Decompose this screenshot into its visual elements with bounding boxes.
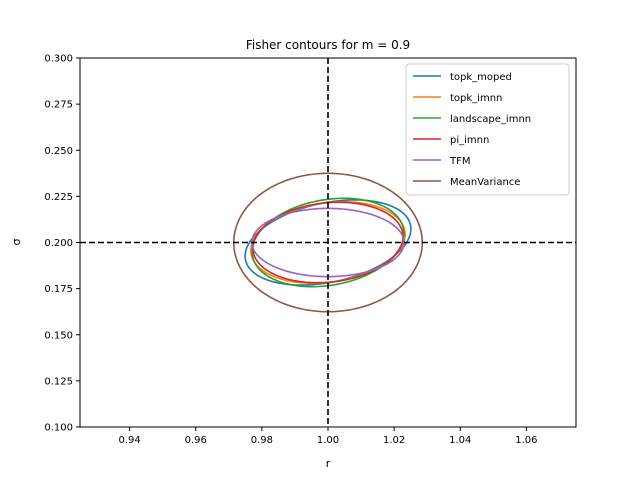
y-tick-label: 0.125	[44, 376, 73, 387]
x-tick-label: 0.96	[185, 435, 207, 446]
x-axis-label: r	[326, 457, 331, 470]
x-tick-label: 1.06	[515, 435, 537, 446]
legend-label-topk_imnn: topk_imnn	[450, 93, 502, 104]
legend-label-topk_moped: topk_moped	[450, 72, 512, 83]
legend-label-pi_imnn: pi_imnn	[450, 135, 489, 146]
y-tick-label: 0.200	[44, 238, 73, 249]
y-tick-label: 0.225	[44, 192, 73, 203]
chart-title: Fisher contours for m = 0.9	[246, 38, 410, 52]
y-axis-label: σ	[10, 238, 23, 245]
reference-lines	[80, 58, 576, 427]
legend-items: topk_moped topk_imnn landscape_imnn pi_imnn…	[413, 72, 531, 188]
x-tick-label: 1.00	[317, 435, 339, 446]
legend-label-landscape_imnn: landscape_imnn	[450, 114, 531, 125]
y-tick-label: 0.175	[44, 284, 73, 295]
y-tick-label: 0.275	[44, 100, 73, 111]
legend-frame	[405, 63, 570, 196]
legend-label-MeanVariance: MeanVariance	[450, 177, 520, 188]
y-tick-label: 0.150	[44, 330, 73, 341]
legend-label-TFM: TFM	[449, 156, 471, 167]
x-tick-label: 0.94	[118, 435, 140, 446]
x-tick-label: 1.04	[449, 435, 471, 446]
y-tick-label: 0.100	[44, 423, 73, 434]
x-axis-ticks: 0.94 0.96 0.98 1.00 1.02 1.04 1.06	[118, 427, 538, 446]
contour-landscape_imnn	[251, 197, 405, 288]
legend: topk_moped topk_imnn landscape_imnn pi_imnn…	[405, 63, 570, 196]
x-tick-label: 1.02	[383, 435, 405, 446]
y-axis-ticks: 0.100 0.125 0.150 0.175 0.200 0.225 0.250 0.275…	[44, 54, 80, 434]
y-tick-label: 0.300	[44, 54, 73, 65]
contour-pi_imnn	[252, 201, 404, 284]
x-tick-label: 0.98	[251, 435, 273, 446]
y-tick-label: 0.250	[44, 146, 73, 157]
